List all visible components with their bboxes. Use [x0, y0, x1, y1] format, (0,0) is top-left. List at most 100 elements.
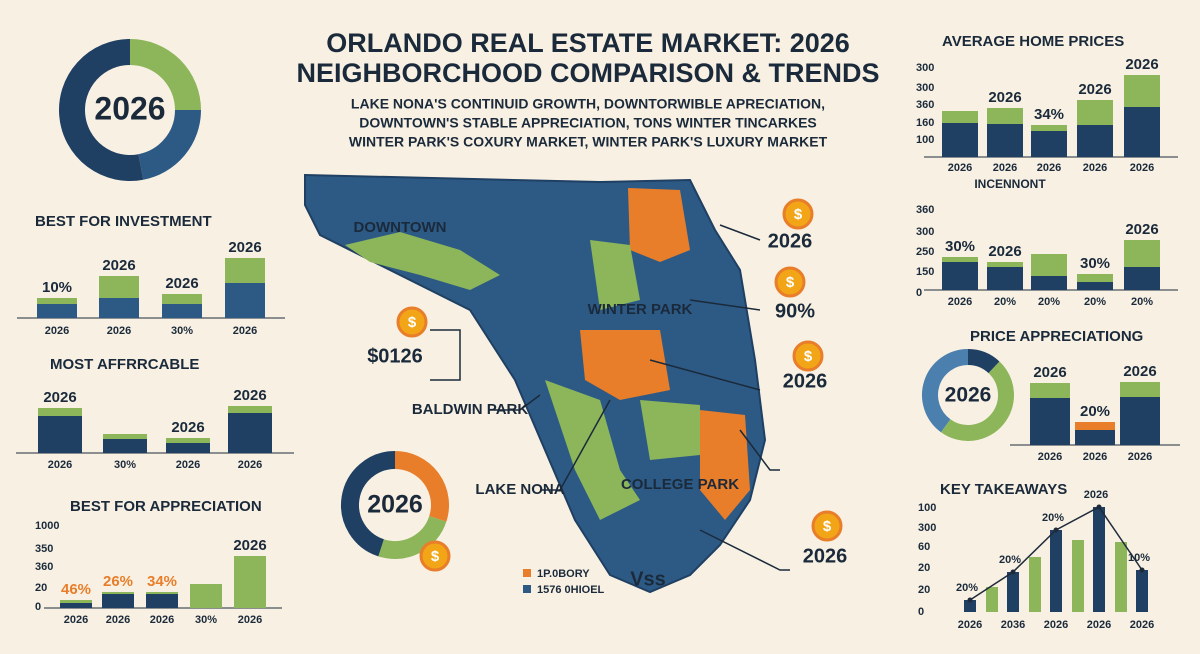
bar-segment — [60, 603, 92, 608]
coin — [811, 510, 843, 542]
bar-segment — [942, 257, 978, 262]
y-tick-label: 20 — [35, 582, 47, 594]
x-tick-label: 20% — [1038, 296, 1060, 308]
x-tick-label: 2026 — [1128, 451, 1152, 463]
map-label: LAKE NONA — [475, 481, 564, 498]
panel-title: BEST FOR APPRECIATION — [70, 498, 262, 515]
y-tick-label: 0 — [918, 606, 924, 618]
x-tick-label: 2026 — [1044, 619, 1068, 631]
bar — [1093, 507, 1105, 612]
data-label: 2026 — [1033, 364, 1066, 381]
donut-segment — [378, 515, 447, 559]
x-tick-label: 2026 — [948, 296, 972, 308]
bar-segment — [942, 262, 978, 290]
coin-symbol: $ — [786, 274, 795, 291]
bar-segment — [38, 408, 82, 416]
callout: $0126 — [367, 345, 423, 367]
donut-segment — [59, 39, 144, 181]
bar — [1029, 557, 1041, 612]
x-tick-label: 2026 — [993, 162, 1017, 174]
x-tick-label: 2026 — [64, 614, 88, 626]
legend-swatch — [523, 569, 531, 577]
x-tick-label: 2026 — [1083, 162, 1107, 174]
map-region — [628, 188, 690, 262]
panel-title: BEST FOR INVESTMENT — [35, 213, 212, 230]
x-tick-label: 2026 — [1038, 451, 1062, 463]
bar-segment — [60, 600, 92, 603]
data-label: 2026 — [233, 537, 266, 554]
data-label: 2026 — [1125, 221, 1158, 238]
bar-segment — [37, 304, 77, 318]
data-label: 2026 — [988, 89, 1021, 106]
x-tick-label: 2026 — [958, 619, 982, 631]
legend-entry: 1576 0HIOEL — [537, 584, 605, 596]
data-label: 20% — [1042, 512, 1064, 524]
subtitle: WINTER PARK'S COXURY MARKET, WINTER PARK… — [349, 134, 828, 150]
data-label: 10% — [42, 279, 72, 296]
map-region — [304, 173, 767, 594]
bar — [1136, 570, 1148, 612]
x-tick-label: 20% — [1131, 296, 1153, 308]
legend-entry: 1P.0BORY — [537, 568, 590, 580]
data-label: 20% — [1080, 403, 1110, 420]
donut-label: 2026 — [945, 384, 992, 407]
y-tick-label: 0 — [35, 601, 41, 613]
coin — [792, 340, 824, 372]
line-point — [967, 597, 973, 603]
bar-segment — [146, 592, 178, 594]
y-tick-label: 20 — [918, 584, 930, 596]
bar — [1007, 572, 1019, 612]
donut-segment — [967, 349, 1000, 374]
data-label: 2026 — [43, 389, 76, 406]
data-label: 34% — [147, 573, 177, 590]
panel-title: MOST AFFRRCABLE — [50, 356, 199, 373]
map-region — [640, 400, 700, 460]
y-tick-label: 300 — [918, 522, 936, 534]
panel-title: KEY TAKEAWAYS — [940, 481, 1067, 498]
bar-segment — [38, 416, 82, 453]
data-label: 2026 — [1123, 363, 1156, 380]
x-tick-label: 2026 — [107, 325, 131, 337]
line-point — [1096, 504, 1102, 510]
bar-segment — [987, 267, 1023, 290]
bar — [1115, 542, 1127, 612]
data-label: 30% — [945, 238, 975, 255]
bar-segment — [190, 584, 222, 608]
x-tick-label: 2026 — [176, 459, 200, 471]
bar-segment — [1030, 398, 1070, 445]
x-tick-label: 30% — [114, 459, 136, 471]
coin-symbol: $ — [408, 314, 417, 331]
map-label: WINTER PARK — [588, 301, 693, 318]
bar-segment — [1031, 131, 1067, 157]
data-label: 2026 — [988, 243, 1021, 260]
bar — [1072, 540, 1084, 612]
bar-segment — [37, 298, 77, 304]
y-tick-label: 360 — [916, 99, 934, 111]
x-tick-label: 2036 — [1001, 619, 1025, 631]
donut-segment — [940, 361, 1014, 441]
bar-segment — [1120, 397, 1160, 445]
bar-segment — [942, 111, 978, 123]
line-point — [1010, 569, 1016, 575]
bar-segment — [162, 304, 202, 318]
data-label: 2026 — [233, 387, 266, 404]
callout: 2026 — [783, 370, 828, 392]
leader-lines — [430, 224, 790, 571]
bar-segment — [1031, 125, 1067, 131]
donut-segment — [129, 39, 201, 111]
y-tick-label: 300 — [916, 62, 934, 74]
coin-symbol: $ — [804, 348, 813, 365]
bar-segment — [1031, 276, 1067, 290]
y-tick-label: 1000 — [35, 520, 59, 532]
legend-swatch — [523, 585, 531, 593]
callout: 2026 — [803, 545, 848, 567]
bar — [1050, 530, 1062, 612]
x-tick-label: 2026 — [238, 614, 262, 626]
y-tick-label: 250 — [916, 246, 934, 258]
bar-segment — [1124, 267, 1160, 290]
bar-segment — [234, 556, 266, 608]
bar-segment — [99, 276, 139, 298]
bar-segment — [146, 594, 178, 608]
x-tick-label: 30% — [171, 325, 193, 337]
